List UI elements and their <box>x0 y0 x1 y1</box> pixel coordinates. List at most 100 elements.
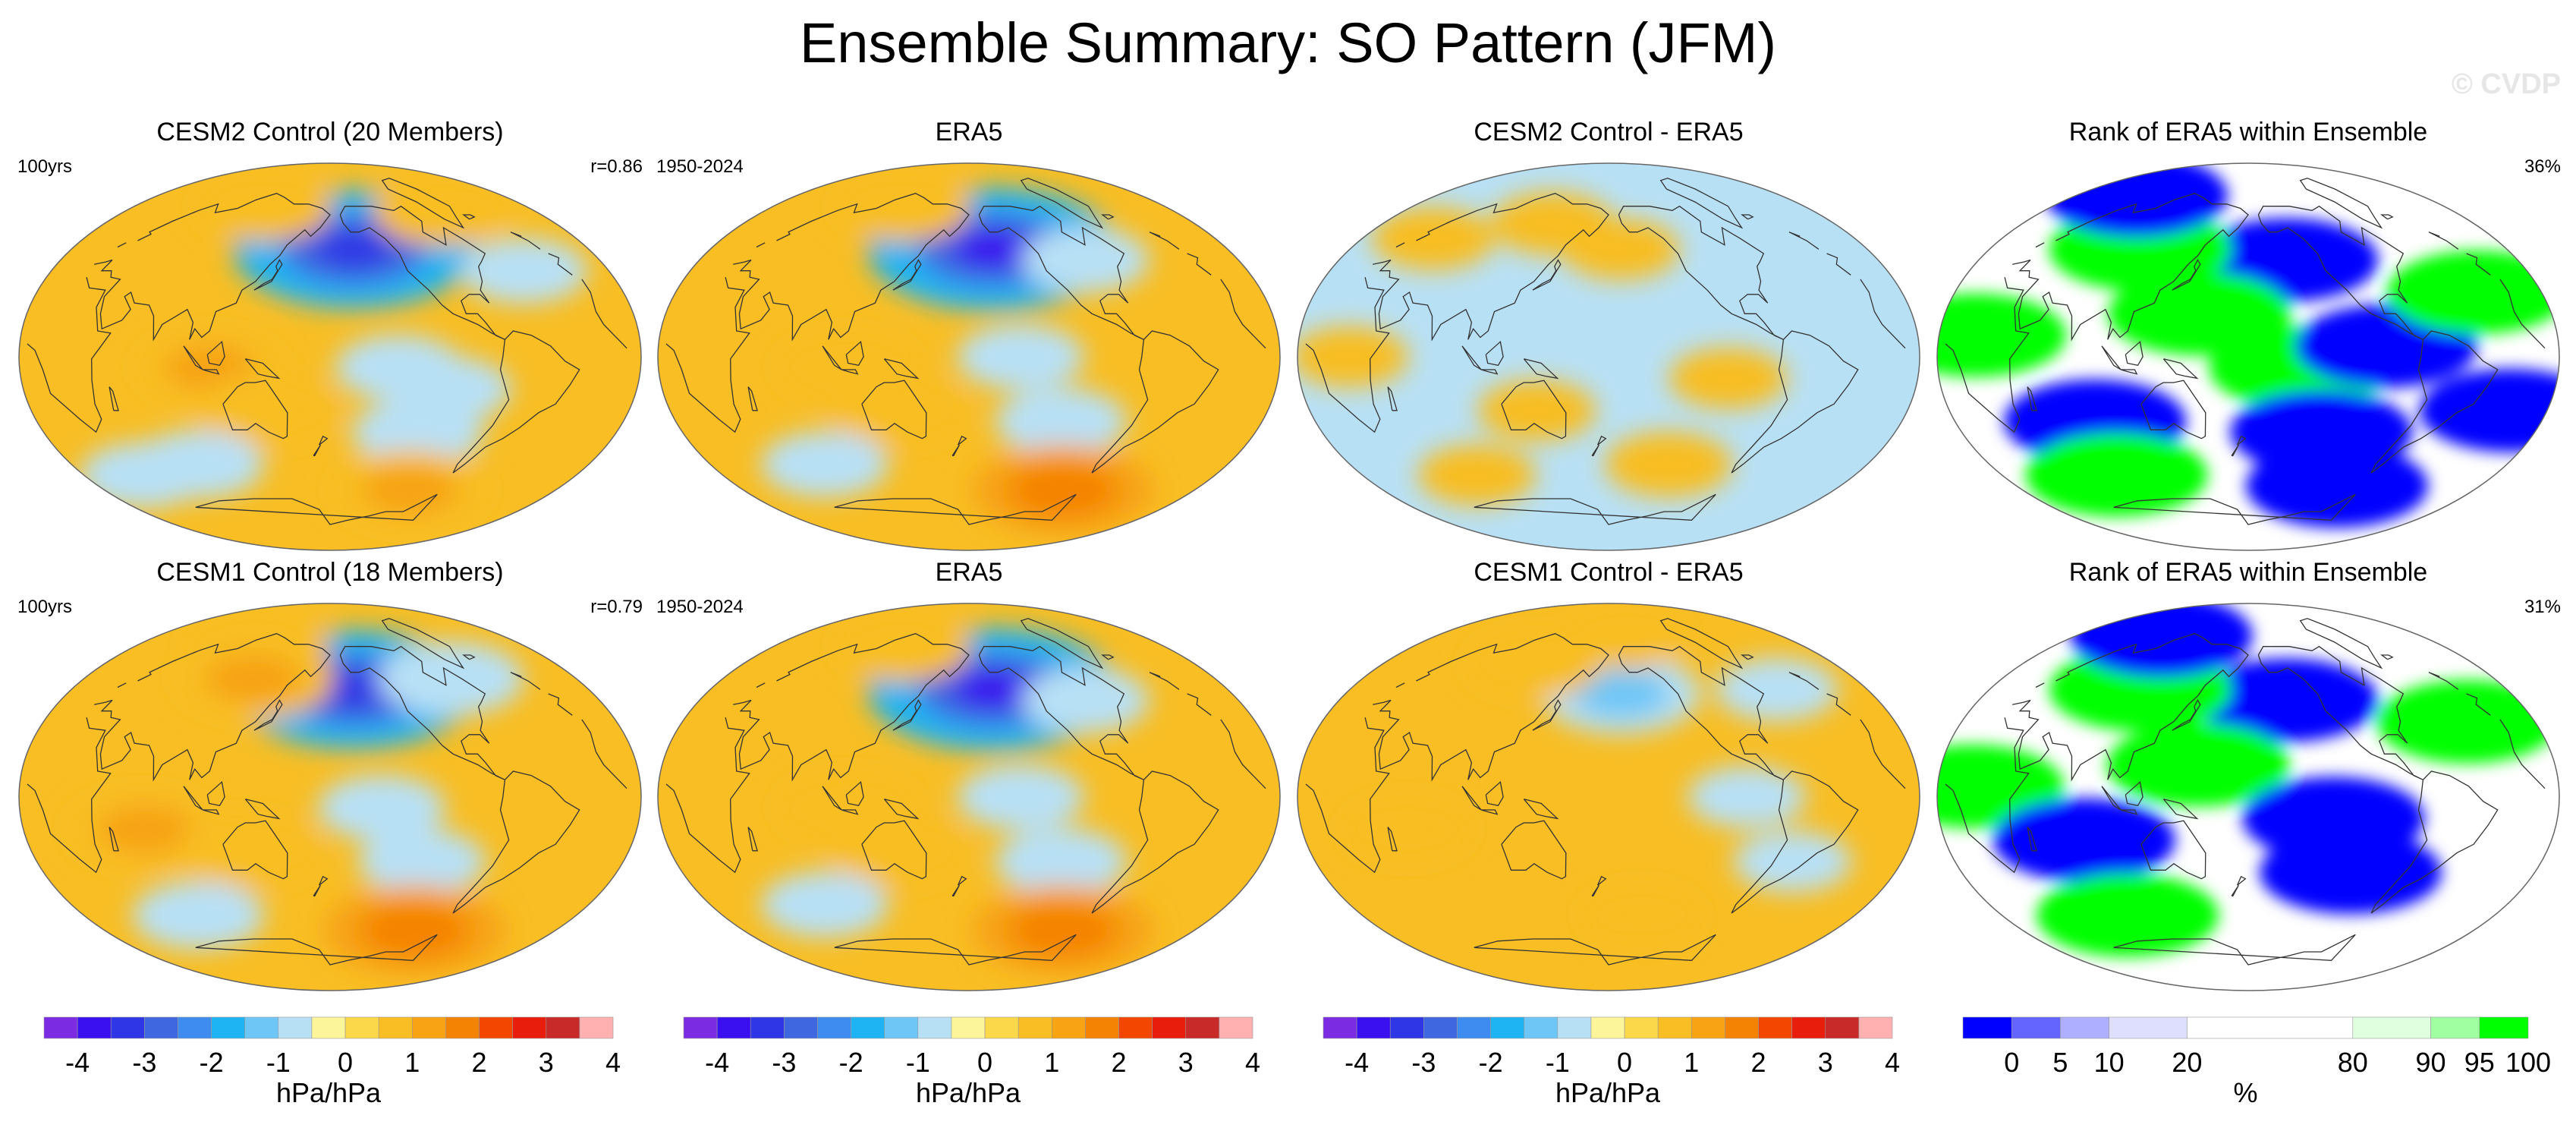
colorbar-swatch <box>1791 1016 1826 1039</box>
colorbar-swatch <box>1858 1016 1893 1039</box>
colorbar-tick-label: 20 <box>2172 1047 2202 1078</box>
colorbar-swatch <box>311 1016 346 1039</box>
contour-feature-arctic <box>833 171 970 241</box>
contour-core <box>1008 903 1118 958</box>
panel-rank-percent: 31% <box>2524 597 2561 617</box>
colorbar-swatch <box>1624 1016 1659 1039</box>
coastline <box>1101 214 1115 220</box>
contour-feature-southern-ocean-pacific <box>2245 444 2428 528</box>
coastline <box>1305 717 1906 874</box>
colorbar-tick-label: 4 <box>605 1047 621 1078</box>
map-panel-2-1: CESM1 Control (18 Members) 100yrs r=0.79 <box>17 558 643 991</box>
coastline <box>2172 699 2201 731</box>
coastline <box>1532 699 1562 731</box>
colorbar-swatch <box>378 1016 413 1039</box>
coastline <box>756 232 1180 250</box>
panel-period-label: 100yrs <box>17 156 72 177</box>
contour-feature-south-pacific <box>2259 830 2442 915</box>
colorbar-units-label: hPa/hPa <box>916 1077 1021 1108</box>
panel-period-label: 1950-2024 <box>656 597 744 617</box>
contour-feature-south-pacific <box>351 398 484 466</box>
coastline <box>1618 645 1784 780</box>
contour-feature-eastern-pacific <box>1669 347 1788 409</box>
coastline <box>1101 654 1115 660</box>
colorbar-swatch <box>479 1016 513 1039</box>
coastline <box>2121 369 2138 375</box>
colorbar-swatch <box>1118 1016 1153 1039</box>
coastline <box>1659 178 1744 229</box>
map-border <box>657 603 1281 991</box>
colorbar-swatch <box>110 1016 145 1039</box>
colorbar-swatch <box>1758 1016 1792 1039</box>
colorbar-swatch <box>2430 1016 2480 1039</box>
coastline <box>244 358 281 380</box>
coastline <box>222 820 288 880</box>
contour-core <box>97 805 193 854</box>
contour-feature-north-atlantic <box>2376 679 2559 764</box>
coastline <box>2380 654 2394 660</box>
coastline <box>834 934 1077 966</box>
coastline <box>253 259 283 291</box>
coastline <box>1481 369 1499 375</box>
colorbar-swatch <box>178 1016 212 1039</box>
map-border <box>1297 162 1920 551</box>
colorbar-swatch <box>1018 1016 1052 1039</box>
coastline <box>1741 654 1754 660</box>
coastline <box>203 809 220 815</box>
panel-title: CESM1 Control (18 Members) <box>156 558 503 587</box>
map-border <box>18 603 642 991</box>
contour-core <box>1573 669 1669 718</box>
panel-rank-percent: 36% <box>2524 156 2561 177</box>
coastline <box>2027 386 2037 411</box>
contour-core <box>1008 462 1118 518</box>
coastline <box>2370 330 2499 474</box>
colorbar-tick-label: 80 <box>2338 1047 2368 1078</box>
map-panel-1-3: CESM2 Control - ERA5 <box>1297 118 1920 551</box>
colorbar-swatch <box>1356 1016 1391 1039</box>
coastline <box>203 369 220 375</box>
colorbar-swatch <box>1962 1016 2012 1039</box>
colorbar-tick-label: -1 <box>266 1047 291 1078</box>
colorbar-swatch <box>1152 1016 1187 1039</box>
coastline <box>195 934 438 966</box>
coastline <box>1305 277 1906 433</box>
coastline <box>381 618 465 669</box>
contour-core <box>360 903 470 958</box>
coastline <box>313 444 321 456</box>
colorbar-tick-label: 2 <box>472 1047 487 1078</box>
coastline <box>2027 827 2037 852</box>
contour-feature-southern-ocean-indian <box>2025 433 2208 517</box>
colorbar-tick-label: -3 <box>1411 1047 1436 1078</box>
coastline <box>978 205 1144 340</box>
coastline <box>2140 820 2206 880</box>
coastline <box>462 654 476 660</box>
coastline <box>339 205 505 340</box>
colorbar-swatch <box>2011 1016 2061 1039</box>
contour-feature-arctic <box>833 611 970 682</box>
contour-feature-arctic <box>2046 163 2228 238</box>
coastline <box>2012 192 2491 342</box>
contour-feature-south-pacific <box>995 827 1128 896</box>
coastline <box>2257 205 2423 340</box>
coastline <box>2237 435 2247 446</box>
contour-core <box>952 229 1033 269</box>
coastline <box>2380 214 2394 220</box>
colorbar-swatch <box>2479 1016 2529 1039</box>
colorbar-3: -4 -3 -2 -1 0 1 2 3 4 hPa/hPa <box>1323 1016 1900 1108</box>
map-panel-2-3: CESM1 Control - ERA5 <box>1297 558 1920 991</box>
colorbar-swatch <box>683 1016 718 1039</box>
coastline <box>951 444 960 456</box>
coastline <box>1091 330 1219 474</box>
coastline <box>958 435 967 446</box>
coastline <box>2299 178 2383 229</box>
colorbar-tick-label: 4 <box>1885 1047 1900 1078</box>
coastline <box>1474 934 1716 966</box>
panel-pattern-correlation: r=0.86 <box>590 156 643 177</box>
colorbar-tick-label: 3 <box>1178 1047 1194 1078</box>
coastline <box>841 369 859 375</box>
panel-title: CESM1 Control - ERA5 <box>1474 558 1743 587</box>
colorbar-1: -4 -3 -2 -1 0 1 2 3 4 hPa/hPa <box>43 1016 621 1108</box>
coastline <box>2113 934 2356 966</box>
colorbar-units-label: hPa/hPa <box>276 1077 382 1108</box>
contour-feature-australia <box>1477 380 1596 442</box>
